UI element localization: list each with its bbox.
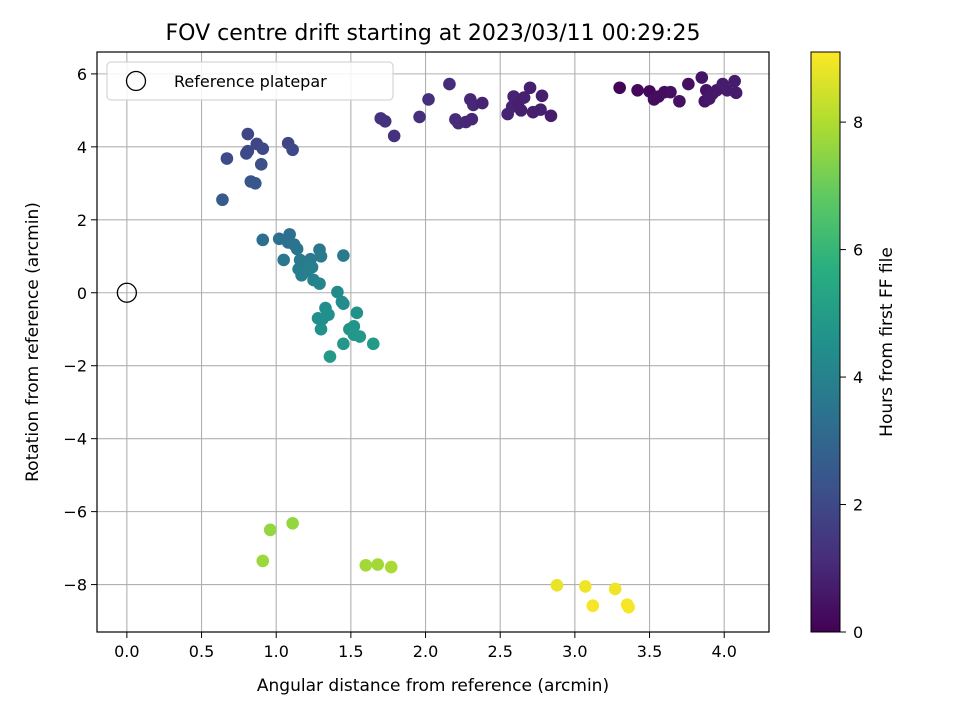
x-axis-ticks: 0.0 0.5 1.0 1.5 2.0 2.5 3.0 3.5 4.0 bbox=[114, 632, 737, 661]
y-tick-label: 6 bbox=[77, 65, 87, 84]
scatter-point bbox=[283, 228, 296, 241]
y-tick-label: 2 bbox=[77, 211, 87, 230]
x-axis-label: Angular distance from reference (arcmin) bbox=[257, 676, 609, 696]
reference-layer bbox=[116, 282, 138, 303]
scatter-point bbox=[314, 249, 328, 263]
scatter-point bbox=[673, 94, 686, 108]
legend-box bbox=[106, 61, 394, 101]
colorbar-tick-label: 4 bbox=[853, 368, 863, 387]
scatter-point bbox=[613, 81, 626, 95]
scatter-point bbox=[378, 115, 392, 128]
legend-entry: Reference platepar bbox=[174, 72, 327, 91]
scatter-point bbox=[353, 330, 367, 343]
y-axis-ticks: 6 4 2 0 −2 −4 −6 −8 bbox=[63, 65, 97, 595]
y-axis-label: Rotation from reference (arcmin) bbox=[23, 202, 43, 482]
scatter-point bbox=[695, 71, 709, 84]
grid bbox=[97, 52, 769, 632]
colorbar-tick-label: 2 bbox=[853, 496, 863, 515]
scatter-point bbox=[664, 85, 677, 99]
scatter-point bbox=[216, 193, 229, 207]
x-tick-label: 0.5 bbox=[189, 642, 214, 661]
scatter-point bbox=[586, 599, 600, 613]
scatter-point bbox=[286, 143, 299, 157]
scatter-point bbox=[248, 177, 262, 190]
legend: Reference platepar bbox=[106, 61, 394, 101]
colorbar-tick-label: 6 bbox=[853, 241, 863, 260]
scatter-point bbox=[465, 112, 479, 126]
scatter-point bbox=[550, 579, 564, 592]
scatter-point bbox=[387, 129, 401, 143]
scatter-point bbox=[256, 233, 270, 247]
scatter-point bbox=[337, 297, 350, 310]
scatter-point bbox=[413, 110, 426, 124]
scatter-point bbox=[544, 109, 558, 123]
scatter-point bbox=[350, 306, 364, 320]
chart-title: FOV centre drift starting at 2023/03/11 … bbox=[166, 21, 701, 46]
scatter-point bbox=[240, 147, 253, 160]
y-tick-label: −2 bbox=[63, 357, 87, 376]
scatter-point bbox=[579, 580, 592, 593]
colorbar-tick-label: 0 bbox=[853, 623, 863, 642]
scatter-point bbox=[313, 277, 326, 290]
colorbar-label: Hours from first FF file bbox=[877, 247, 897, 437]
y-tick-label: −6 bbox=[63, 503, 87, 522]
x-tick-label: 2.0 bbox=[413, 642, 438, 661]
scatter-point bbox=[682, 77, 695, 91]
scatter-point bbox=[290, 242, 304, 256]
scatter-point bbox=[337, 249, 350, 262]
scatter-point bbox=[422, 93, 435, 106]
scatter-point bbox=[305, 260, 319, 274]
scatter-point bbox=[475, 96, 489, 110]
scatter-point bbox=[331, 285, 344, 299]
data-points bbox=[216, 71, 743, 614]
scatter-point bbox=[256, 554, 270, 568]
legend-marker bbox=[125, 70, 147, 92]
scatter-point bbox=[371, 558, 385, 571]
scatter-point bbox=[241, 127, 255, 141]
scatter-point bbox=[323, 350, 337, 363]
scatter-point bbox=[443, 77, 456, 91]
colorbar bbox=[810, 51, 841, 633]
scatter-point bbox=[517, 91, 531, 104]
scatter-point bbox=[523, 81, 537, 95]
x-tick-label: 3.5 bbox=[637, 642, 662, 661]
plot-frame bbox=[96, 51, 770, 633]
reference-platepar-marker bbox=[116, 282, 138, 303]
scatter-point bbox=[366, 337, 380, 351]
scatter-point bbox=[337, 337, 350, 351]
scatter-point bbox=[534, 103, 547, 116]
x-tick-label: 4.0 bbox=[711, 642, 736, 661]
scatter-point bbox=[277, 253, 290, 267]
colorbar-ticks: 0 2 4 6 8 bbox=[840, 113, 863, 642]
x-tick-label: 1.0 bbox=[263, 642, 288, 661]
scatter-point bbox=[535, 89, 549, 103]
scatter-point bbox=[286, 516, 299, 530]
scatter-point bbox=[314, 322, 328, 336]
scatter-point bbox=[254, 158, 268, 171]
scatter-point bbox=[263, 523, 277, 537]
scatter-point bbox=[220, 152, 234, 165]
scatter-point bbox=[631, 84, 644, 97]
scatter-point bbox=[322, 308, 335, 321]
x-tick-label: 1.5 bbox=[338, 642, 363, 661]
x-tick-label: 2.5 bbox=[487, 642, 512, 661]
x-tick-label: 3.0 bbox=[562, 642, 587, 661]
scatter-point bbox=[608, 582, 622, 596]
y-tick-label: 0 bbox=[77, 284, 87, 303]
scatter-point bbox=[729, 86, 743, 100]
scatter-point bbox=[384, 560, 398, 574]
x-tick-label: 0.0 bbox=[114, 642, 139, 661]
scatter-point bbox=[359, 558, 373, 572]
y-tick-label: 4 bbox=[77, 138, 87, 157]
scatter-point bbox=[728, 74, 741, 88]
y-tick-label: −4 bbox=[63, 430, 87, 449]
scatter-point bbox=[256, 142, 270, 155]
scatter-point bbox=[622, 600, 635, 614]
scatter-point bbox=[514, 104, 528, 117]
colorbar-tick-label: 8 bbox=[853, 113, 863, 132]
y-tick-label: −8 bbox=[63, 576, 87, 595]
